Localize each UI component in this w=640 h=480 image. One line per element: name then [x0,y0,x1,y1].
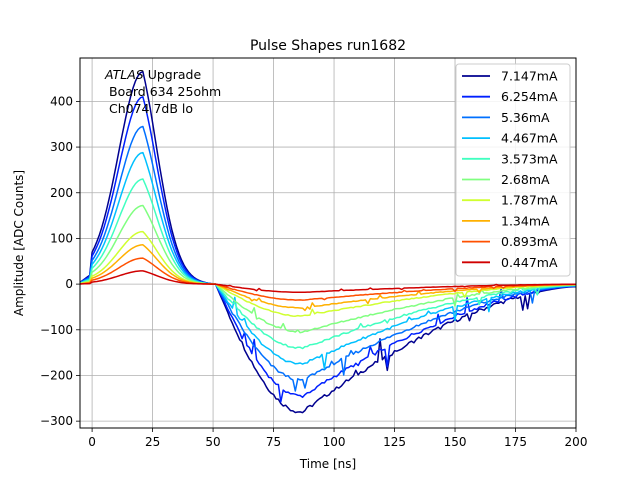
legend-label: 6.254mA [501,89,558,104]
legend-label: 0.447mA [501,255,558,270]
x-tick-label: 125 [383,435,406,449]
y-tick-label: 0 [65,277,73,291]
x-tick-label: 175 [504,435,527,449]
series-line-3 [80,125,576,392]
x-tick-label: 200 [565,435,588,449]
y-tick-label: −300 [40,414,73,428]
legend-label: 1.787mA [501,193,558,208]
legend-label: 5.36mA [501,110,550,125]
series-line-10 [80,270,576,294]
legend-label: 2.68mA [501,172,550,187]
x-axis-label: Time [ns] [299,457,356,471]
annotation-upgrade: Upgrade [144,67,202,82]
x-tick-label: 25 [145,435,160,449]
series-line-9 [80,257,576,301]
y-tick-label: −100 [40,323,73,337]
series-line-5 [80,178,576,350]
legend-label: 1.34mA [501,213,550,228]
annotation-board: Board 634 25ohm [109,84,221,99]
legend-label: 7.147mA [501,69,558,84]
series-line-4 [80,151,576,370]
legend-label: 3.573mA [501,151,558,166]
atlas-annotation: ATLAS Upgrade Board 634 25ohm Ch074 7dB … [104,67,221,116]
legend-label: 0.893mA [501,234,558,249]
svg-text:ATLAS Upgrade: ATLAS Upgrade [104,67,201,82]
x-axis: 0 25 50 75 100 125 150 175 200 [88,428,587,449]
chart-title: Pulse Shapes run1682 [250,38,406,54]
y-tick-label: 100 [50,231,73,245]
series-line-2 [80,96,576,403]
series-line-6 [80,204,576,334]
legend-label: 4.467mA [501,131,558,146]
x-tick-label: 50 [205,435,220,449]
y-tick-label: 300 [50,140,73,154]
series-line-7 [80,230,576,317]
series-line-1 [80,70,576,414]
annotation-channel: Ch074 7dB lo [109,101,193,116]
x-tick-label: 100 [323,435,346,449]
series-group [80,70,576,414]
y-axis-label: Amplitude [ADC Counts] [12,170,26,316]
x-tick-label: 150 [444,435,467,449]
x-tick-label: 75 [266,435,281,449]
x-tick-label: 0 [88,435,96,449]
y-tick-label: 400 [50,94,73,108]
annotation-atlas: ATLAS [104,67,144,82]
y-tick-label: −200 [40,368,73,382]
y-tick-label: 200 [50,186,73,200]
legend: 7.147mA 6.254mA 5.36mA 4.467mA 3.573mA 2.68mA… [455,63,571,277]
axes-frame [79,57,577,429]
y-axis: −300 −200 −100 0 100 200 300 400 [40,94,80,428]
